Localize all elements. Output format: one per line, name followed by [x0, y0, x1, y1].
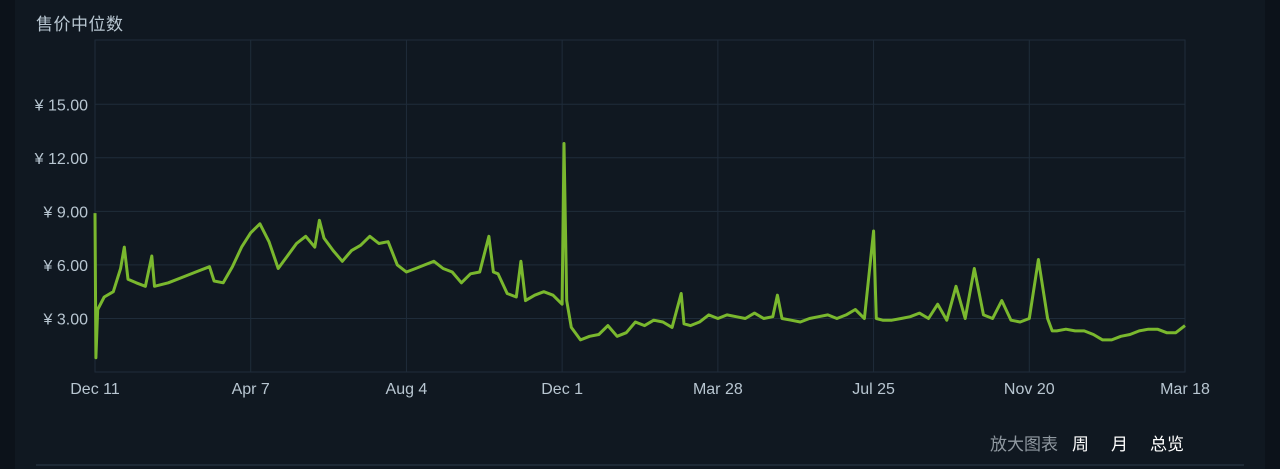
chart-controls: 放大图表 周 月 总览 — [990, 430, 1184, 455]
y-tick-label: ¥ 3.00 — [43, 311, 89, 328]
grid — [94, 39, 1186, 373]
x-tick-label: Jul 25 — [852, 381, 895, 398]
left-border — [0, 0, 15, 469]
month-button[interactable]: 月 — [1111, 435, 1128, 454]
x-tick-label: Nov 20 — [1004, 381, 1055, 398]
right-border — [1265, 0, 1280, 469]
x-tick-label: Dec 1 — [541, 381, 583, 398]
y-tick-label: ¥ 15.00 — [34, 97, 88, 114]
x-tick-label: Aug 4 — [386, 381, 428, 398]
bottom-divider — [36, 464, 1244, 466]
zoom-label: 放大图表 — [990, 435, 1058, 454]
y-tick-label: ¥ 12.00 — [34, 151, 88, 168]
y-axis: ¥ 3.00 ¥ 6.00 ¥ 9.00 ¥ 12.00 ¥ 15.00 — [34, 97, 88, 328]
x-tick-label: Apr 7 — [232, 381, 270, 398]
chart-title: 售价中位数 — [36, 15, 124, 34]
series-line — [93, 142, 1186, 360]
series-layer — [93, 142, 1186, 360]
week-button[interactable]: 周 — [1072, 435, 1089, 454]
x-tick-label: Mar 18 — [1160, 381, 1210, 398]
x-tick-label: Dec 11 — [70, 381, 120, 398]
overview-button[interactable]: 总览 — [1150, 435, 1184, 454]
x-axis: Dec 11 Apr 7 Aug 4 Dec 1 Mar 28 Jul 25 Nov 20 M… — [70, 381, 1210, 398]
y-tick-label: ¥ 6.00 — [43, 258, 89, 275]
y-tick-label: ¥ 9.00 — [43, 204, 89, 221]
x-tick-label: Mar 28 — [693, 381, 743, 398]
